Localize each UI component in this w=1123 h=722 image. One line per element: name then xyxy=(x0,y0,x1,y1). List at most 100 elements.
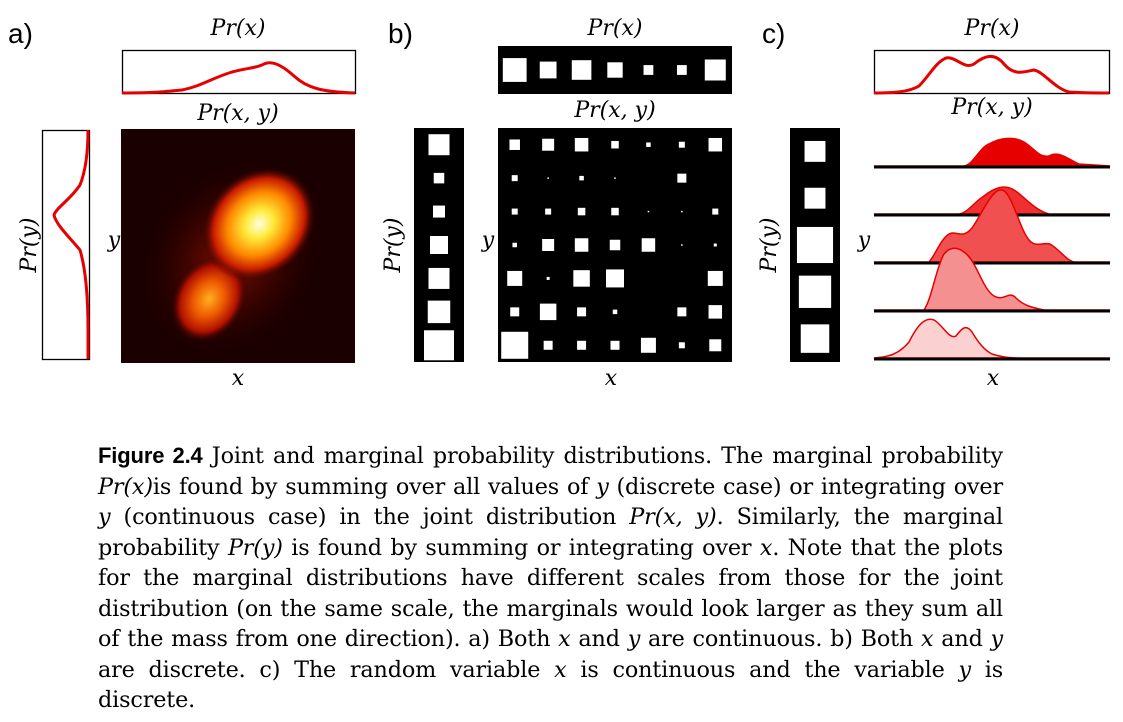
caption-math: Pr(x) xyxy=(98,473,153,500)
joint-square xyxy=(539,303,557,321)
caption-text: are continuous. b) Both xyxy=(640,626,921,652)
joint-square xyxy=(574,238,589,252)
panel-c-marginal-x-plot xyxy=(873,49,1111,95)
panel-a-joint-heatmap xyxy=(121,129,355,363)
caption-math: x xyxy=(759,534,773,561)
joint-square xyxy=(611,207,619,216)
ridge-row-4 xyxy=(874,247,1110,311)
marginal-y-square xyxy=(428,134,450,156)
ridge-row-1 xyxy=(874,137,1111,167)
joint-square xyxy=(640,337,656,353)
caption-text: is found by summing over all values of xyxy=(152,473,597,500)
joint-square xyxy=(509,139,520,150)
caption-text: and xyxy=(570,626,628,652)
joint-square xyxy=(609,239,621,251)
joint-square xyxy=(577,207,586,216)
caption-text: are discrete. c) The random variable xyxy=(98,656,555,683)
joint-square xyxy=(543,340,553,350)
joint-square xyxy=(641,238,656,252)
caption-math: x xyxy=(554,656,567,683)
joint-square xyxy=(512,242,517,248)
joint-square xyxy=(713,243,717,247)
joint-square xyxy=(678,141,685,148)
panel-a-marginal-x-label: Pr(x) xyxy=(210,16,266,41)
panel-c-marginal-y-label: Pr(y) xyxy=(757,217,782,273)
caption-math: y xyxy=(627,626,641,652)
joint-square xyxy=(542,138,555,151)
marginal-y-square xyxy=(800,324,830,353)
panel-a-letter: a) xyxy=(8,18,33,49)
marginal-y-square xyxy=(433,205,445,218)
joint-square xyxy=(511,175,518,182)
ridge-row-3 xyxy=(874,189,1110,263)
panel-c-joint-label: Pr(x, y) xyxy=(951,95,1033,120)
joint-square xyxy=(577,307,587,317)
panel-b-marginal-y-plot xyxy=(414,128,464,362)
joint-square xyxy=(611,140,619,149)
joint-square xyxy=(606,269,624,288)
caption-math: x xyxy=(920,626,934,652)
caption-text: . Similarly, the marginal probability xyxy=(98,504,1003,561)
ridge-row-5 xyxy=(873,318,1110,359)
panel-a-joint-label: Pr(x, y) xyxy=(197,101,279,126)
marginal-x-square xyxy=(676,65,687,75)
caption-math: Pr(x, y) xyxy=(629,504,717,530)
marginal-x-square xyxy=(704,59,726,81)
joint-square xyxy=(507,270,523,286)
joint-square xyxy=(510,307,520,317)
joint-square xyxy=(678,342,685,349)
joint-square xyxy=(681,210,683,213)
joint-square xyxy=(547,177,549,179)
joint-square xyxy=(579,175,584,181)
joint-square xyxy=(577,340,587,350)
joint-square xyxy=(574,137,589,152)
joint-square xyxy=(511,208,518,215)
caption-math: y xyxy=(990,626,1004,652)
panel-b-letter: b) xyxy=(388,18,413,49)
panel-a-y-label: y xyxy=(107,228,121,253)
panel-a-marginal-x-plot xyxy=(121,49,357,95)
marginal-x-square xyxy=(571,60,592,80)
caption-text: Joint and marginal probability distribut… xyxy=(202,443,1004,469)
joint-square xyxy=(501,331,529,359)
marginal-y-square xyxy=(798,275,832,308)
panel-c-joint-ridges xyxy=(873,137,1111,361)
panel-b-y-label: y xyxy=(481,228,495,253)
joint-square xyxy=(610,340,620,350)
caption-text: . Note that the plots for the marginal d… xyxy=(98,534,1003,653)
caption-math: Pr(y) xyxy=(227,534,283,561)
panel-b-joint-grid xyxy=(498,128,732,362)
panel-a-marginal-y-plot xyxy=(41,129,91,361)
marginal-y-square xyxy=(427,300,451,324)
marginal-x-square xyxy=(607,62,623,78)
joint-square xyxy=(709,339,722,352)
caption-math: x xyxy=(558,626,571,652)
marginal-y-square xyxy=(424,330,454,361)
joint-square xyxy=(647,210,650,213)
marginal-y-square xyxy=(804,140,826,162)
joint-square xyxy=(542,239,555,251)
figure-label: Figure 2.4 xyxy=(98,443,203,468)
caption-text: and xyxy=(933,626,991,652)
joint-square xyxy=(646,142,651,147)
panel-a-x-label: x xyxy=(231,366,245,391)
marginal-y-square xyxy=(796,226,834,264)
marginal-y-square xyxy=(430,236,448,254)
marginal-y-square xyxy=(428,267,450,289)
joint-square xyxy=(677,173,687,183)
joint-square xyxy=(614,177,616,179)
figure-caption: Figure 2.4 Joint and marginal probabilit… xyxy=(98,441,1003,716)
panel-b-marginal-y-label: Pr(y) xyxy=(381,217,406,273)
joint-square xyxy=(707,270,723,286)
marginal-x-square xyxy=(643,65,654,75)
caption-text: is discrete. xyxy=(98,656,1003,714)
joint-square xyxy=(712,208,719,215)
panel-c-x-label: x xyxy=(986,366,1000,391)
caption-math: y xyxy=(596,473,609,500)
joint-square xyxy=(546,276,550,280)
joint-square xyxy=(545,208,552,215)
panel-c-letter: c) xyxy=(762,18,786,49)
caption-math: y xyxy=(98,504,111,530)
caption-text: is found by summing or integrating over xyxy=(282,534,760,561)
panel-c-marginal-y-plot xyxy=(790,128,840,362)
